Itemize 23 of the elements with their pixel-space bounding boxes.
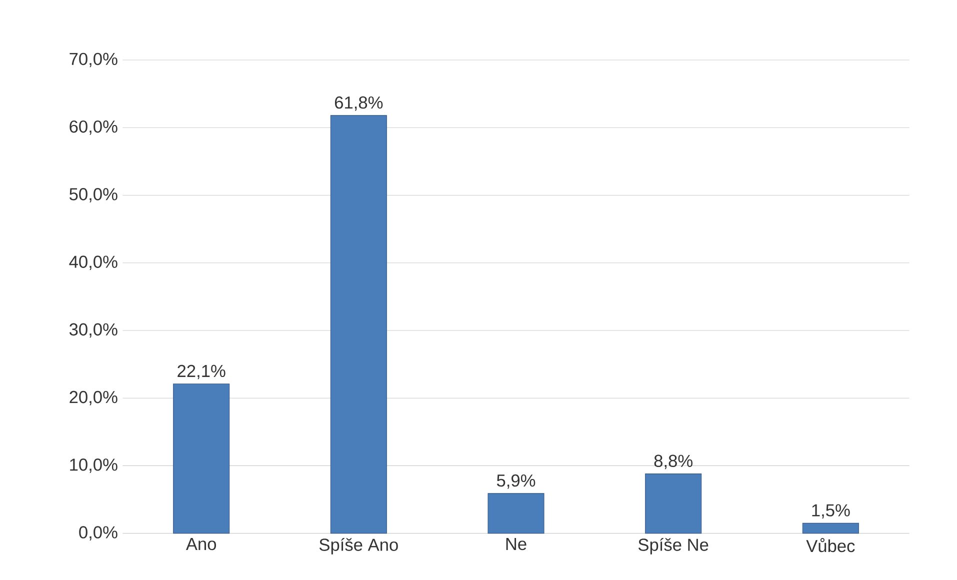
- x-tick-label: Spíše Ne: [638, 538, 708, 554]
- x-tick-label: Ne: [506, 538, 526, 550]
- y-tick-label: 0,0%: [79, 526, 118, 540]
- data-label: 61,8%: [334, 96, 383, 111]
- data-label: 8,8%: [654, 454, 692, 470]
- y-tick-label: 30,0%: [69, 323, 118, 338]
- bar: [330, 115, 387, 534]
- bar: [173, 384, 230, 534]
- x-tick-label: Spíše Ano: [319, 538, 398, 554]
- y-tick-label: 20,0%: [70, 390, 118, 406]
- bar: [645, 474, 702, 534]
- bar: [802, 522, 859, 534]
- x-tick-label: Vůbec: [806, 538, 855, 552]
- y-tick-label: 70,0%: [70, 52, 118, 68]
- x-tick-label: Ano: [186, 538, 216, 550]
- data-label: 5,9%: [496, 474, 536, 489]
- y-tick-label: 10,0%: [70, 458, 118, 473]
- bar: [488, 493, 544, 534]
- y-tick-label: 60,0%: [70, 120, 118, 135]
- data-label: 22,1%: [178, 364, 226, 380]
- data-label: 1,5%: [812, 504, 850, 518]
- y-tick-label: 40,0%: [69, 256, 118, 270]
- y-tick-label: 50,0%: [70, 188, 118, 202]
